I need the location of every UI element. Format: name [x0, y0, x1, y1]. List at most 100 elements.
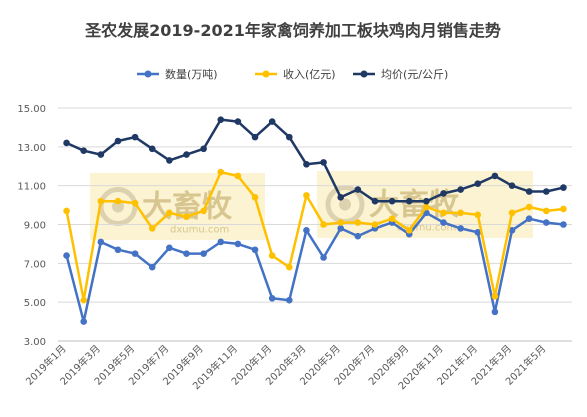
- watermark-url: dxumu.com: [170, 225, 229, 236]
- data-point: [114, 197, 122, 205]
- data-point: [354, 219, 362, 226]
- data-point: [457, 186, 464, 193]
- data-point: [388, 197, 396, 205]
- watermark-logo-dot: [112, 200, 124, 213]
- data-point: [525, 188, 533, 195]
- data-point: [148, 145, 156, 153]
- data-point: [63, 207, 70, 215]
- data-point: [405, 197, 413, 205]
- y-tick-label: 11.00: [17, 182, 46, 193]
- data-point: [114, 246, 122, 254]
- data-point: [80, 318, 87, 325]
- y-tick-label: 13.00: [17, 143, 46, 154]
- data-point: [440, 190, 447, 197]
- data-point: [303, 227, 310, 234]
- data-point: [63, 139, 70, 147]
- legend-swatch-marker: [144, 70, 152, 78]
- data-point: [508, 182, 516, 189]
- data-point: [217, 238, 225, 246]
- data-point: [457, 209, 464, 217]
- data-point: [423, 203, 430, 211]
- data-point: [371, 197, 379, 205]
- data-point: [131, 250, 139, 257]
- data-point: [80, 296, 87, 304]
- data-point: [217, 116, 225, 123]
- data-point: [200, 207, 207, 215]
- data-point: [508, 209, 516, 217]
- data-point: [131, 133, 139, 141]
- data-point: [97, 238, 105, 246]
- y-axis: 3.00 5.00 7.00 9.00 11.00 13.00 15.00: [17, 104, 46, 348]
- data-point: [354, 232, 362, 240]
- data-point: [286, 133, 293, 141]
- data-point: [251, 246, 259, 254]
- data-point: [166, 157, 173, 164]
- data-point: [320, 254, 327, 261]
- data-point: [234, 118, 242, 125]
- data-point: [560, 205, 567, 213]
- data-point: [543, 188, 550, 195]
- data-point: [508, 227, 516, 234]
- legend-swatch-marker: [262, 70, 270, 78]
- data-point: [303, 161, 310, 168]
- watermark-logo-dot: [339, 198, 351, 211]
- series-line: [65, 170, 564, 302]
- gridlines: [58, 107, 572, 342]
- legend-label: 收入(亿元): [283, 67, 336, 81]
- legend-swatch-marker: [360, 70, 368, 78]
- series-layer: [63, 116, 567, 325]
- data-point: [337, 219, 345, 226]
- data-point: [166, 209, 173, 217]
- data-point: [423, 197, 430, 205]
- data-point: [268, 118, 276, 125]
- data-point: [251, 133, 259, 141]
- data-point: [491, 308, 499, 316]
- data-point: [371, 221, 379, 228]
- legend: 数量(万吨) 收入(亿元) 均价(元/公斤): [137, 67, 448, 81]
- data-point: [234, 240, 242, 248]
- y-tick-label: 7.00: [24, 259, 46, 270]
- data-point: [474, 180, 482, 188]
- data-point: [200, 250, 207, 257]
- watermark-url: dxumu.com: [397, 223, 456, 234]
- series-3: [63, 116, 567, 205]
- data-point: [63, 252, 70, 259]
- data-point: [131, 199, 139, 207]
- y-tick-label: 3.00: [24, 337, 46, 348]
- data-point: [474, 228, 482, 236]
- data-point: [268, 294, 276, 302]
- series-2: [63, 168, 567, 304]
- data-point: [234, 172, 242, 180]
- data-point: [251, 194, 259, 201]
- data-point: [491, 172, 499, 180]
- data-point: [440, 219, 447, 226]
- data-point: [166, 244, 173, 252]
- data-point: [97, 151, 105, 158]
- data-point: [148, 225, 156, 232]
- data-point: [97, 197, 105, 205]
- data-point: [525, 203, 533, 211]
- legend-item: 数量(万吨): [137, 68, 218, 81]
- data-point: [560, 184, 567, 191]
- data-point: [286, 263, 293, 271]
- data-point: [200, 145, 207, 153]
- legend-label: 均价(元/公斤): [381, 68, 448, 81]
- data-point: [183, 151, 190, 158]
- data-point: [491, 293, 499, 300]
- data-point: [183, 213, 190, 221]
- data-point: [560, 221, 567, 228]
- x-axis: 2019年1月2019年3月2019年5月2019年7月2019年9月2019年…: [23, 340, 572, 392]
- data-point: [543, 219, 550, 226]
- data-point: [354, 186, 362, 193]
- data-point: [183, 250, 190, 257]
- data-point: [320, 159, 327, 166]
- data-point: [286, 296, 293, 304]
- data-point: [457, 225, 464, 232]
- data-point: [337, 194, 345, 201]
- data-point: [543, 207, 550, 215]
- data-point: [148, 263, 156, 271]
- legend-item: 均价(元/公斤): [353, 68, 448, 81]
- data-point: [303, 192, 310, 199]
